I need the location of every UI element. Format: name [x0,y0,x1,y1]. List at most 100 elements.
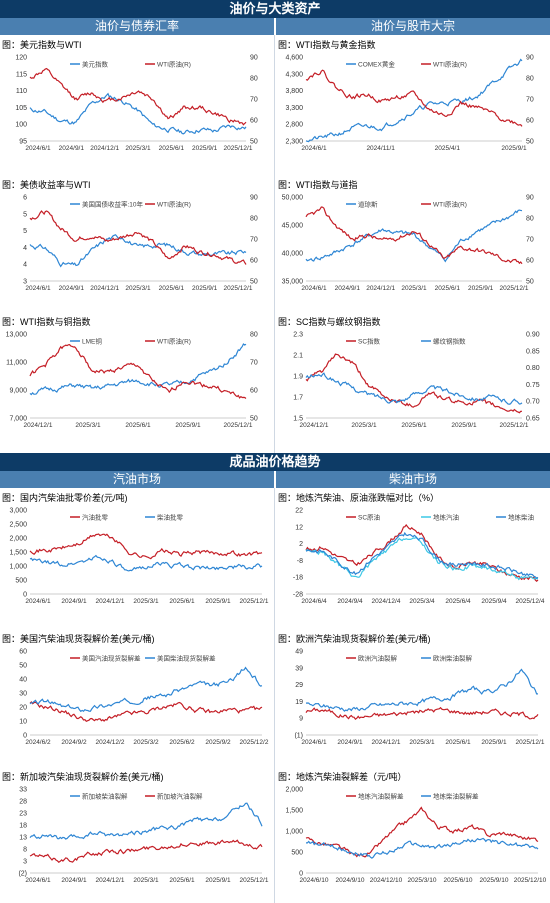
y-tick-label: 1.7 [293,395,303,402]
y-tick-label: 13,000 [6,332,28,339]
x-tick-label: 2025/6/2 [169,739,195,746]
x-tick-label: 2024/12/1 [90,285,119,292]
y2-tick-label: 80 [250,216,258,223]
x-tick-label: 2025/3/1 [351,422,377,429]
x-tick-label: 2024/6/1 [301,145,327,152]
x-tick-label: 2025/12/1 [240,877,269,884]
y-tick-label: 40 [19,677,27,684]
legend-label: WTI原油(R) [157,337,191,346]
x-tick-label: 2024/6/1 [25,598,51,605]
y-tick-label: 4,600 [285,55,303,62]
y-tick-label: 0 [23,592,27,599]
y-tick-label: 12 [295,524,303,531]
column-divider [274,35,275,453]
chart-panel: 图：国内汽柴油批零价差(元/吨) 0 500 1,000 1,500 2,000 2,500… [0,490,274,614]
x-tick-label: 2025/3/2 [133,739,159,746]
legend-label: 欧洲汽油裂解 [358,654,398,663]
y-tick-label: 105 [15,105,27,112]
chart-panel: 图：新加坡汽柴油现货裂解价差(美元/桶) (2) 3 8 13 18 23 28 33 2024/… [0,769,274,893]
chart-title: 图：WTI指数与铜指数 [2,317,91,327]
x-tick-label: 2025/9/1 [481,739,507,746]
column-divider [274,488,275,903]
x-tick-label: 2024/12/1 [96,877,125,884]
x-tick-label: 2025/6/1 [169,877,195,884]
series-line [305,524,539,583]
y2-tick-label: 0.80 [526,365,540,372]
legend-label: 美国国债收益率:10年 [82,200,144,209]
legend-label: 道琼斯 [358,200,378,209]
line-chart: 3 4 4 5 5 6 50 60 70 80 90 2024/6/1 2024/9/1 2024/12/… [23,195,258,293]
x-tick-label: 2025/6/1 [159,285,185,292]
line-chart: 0 10 20 30 40 50 60 2024/6/2 2024/9/2 2024/12/2 20… [19,649,269,747]
chart-panel: 图：地炼汽柴油、原油涨跌幅对比（%） -28 -18 -8 2 12 22 2024/6/4 2… [276,490,550,614]
legend-label: 美国柴油现货裂解差 [157,654,216,663]
chart-title: 图：新加坡汽柴油现货裂解价差(美元/桶) [2,772,164,782]
series-line [305,353,522,414]
x-tick-label: 2024/6/1 [301,739,327,746]
y-tick-label: -28 [293,592,303,599]
series-line [305,206,523,265]
line-chart: 1.5 1.7 1.9 2.1 2.3 0.65 0.70 0.75 0.80 0.85 0.90 2… [293,332,540,430]
x-tick-label: 2024/12/1 [90,145,119,152]
y2-tick-label: 50 [250,279,258,286]
y2-tick-label: 90 [526,195,534,202]
chart-panel: 图：欧洲汽柴油现货裂解价差(美元/桶) (1) 9 19 29 39 49 2024/6/1 2… [276,631,550,755]
x-tick-label: 2024/9/10 [336,877,365,884]
series-line [29,839,263,863]
y2-tick-label: 80 [526,76,534,83]
y2-tick-label: 50 [526,139,534,146]
legend-label: 新加坡柴油裂解 [82,792,128,801]
x-tick-label: 2025/9/2 [205,739,231,746]
x-tick-label: 2025/12/1 [500,285,529,292]
x-tick-label: 2024/12/2 [96,739,125,746]
x-tick-label: 2025/6/1 [159,145,185,152]
chart-panel: 图：美债收益率与WTI 3 4 4 5 5 6 50 60 70 80 90 2024/6/1 2024/… [0,177,274,301]
y-tick-label: 33 [19,787,27,794]
y-tick-label: 40,000 [282,251,304,258]
legend-label: 螺纹钢指数 [433,337,466,346]
series-line [305,209,523,263]
y2-tick-label: 70 [250,360,258,367]
y-tick-label: 18 [19,823,27,830]
y-tick-label: 2 [299,541,303,548]
y2-tick-label: 60 [250,388,258,395]
x-tick-label: 2025/3/1 [401,285,427,292]
y-tick-label: (2) [18,871,27,878]
y-tick-label: 39 [295,665,303,672]
y-tick-label: 49 [295,649,303,656]
legend-label: 汽油批零 [82,513,109,522]
y-tick-label: 2,300 [285,139,303,146]
x-tick-label: 2024/9/2 [61,739,87,746]
series-line [29,554,263,572]
banner-assets: 油价与大类资产 [0,0,550,18]
x-tick-label: 2024/6/1 [25,877,51,884]
x-tick-label: 2025/6/1 [125,422,151,429]
series-line [29,210,247,265]
y2-tick-label: 60 [250,118,258,125]
y2-tick-label: 90 [250,195,258,202]
y-tick-label: 11,000 [6,360,27,367]
chart-panel: 图：地炼汽柴油裂解差（元/吨） 0 500 1,000 1,500 2,000 2024/6… [276,769,550,893]
legend-label: 地炼汽油裂解差 [358,792,404,801]
x-tick-label: 2025/3/4 [409,598,435,605]
x-tick-label: 2024/6/1 [301,285,327,292]
y2-tick-label: 70 [526,97,534,104]
y-tick-label: 19 [295,699,303,706]
y2-tick-label: 50 [526,279,534,286]
y-tick-label: 500 [15,578,27,585]
x-tick-label: 2024/6/1 [25,285,51,292]
chart-panel: 图：美元指数与WTI 95 100 105 110 115 120 50 60 70 80 90 202… [0,37,274,161]
y-tick-label: 1.5 [293,416,303,423]
y2-tick-label: 80 [250,332,258,339]
y2-tick-label: 80 [250,76,258,83]
y2-tick-label: 0.70 [526,399,540,406]
y-tick-label: (1) [294,733,303,740]
y-tick-label: 50 [19,663,27,670]
banner-products: 成品油价格趋势 [0,453,550,471]
series-line [29,701,263,723]
line-chart: (2) 3 8 13 18 23 28 33 2024/6/1 2024/9/1 2024/12/1… [18,787,269,885]
x-tick-label: 2025/6/10 [444,877,473,884]
chart-title: 图：美债收益率与WTI [2,180,91,190]
y2-tick-label: 90 [526,55,534,62]
y-tick-label: 60 [19,649,27,656]
